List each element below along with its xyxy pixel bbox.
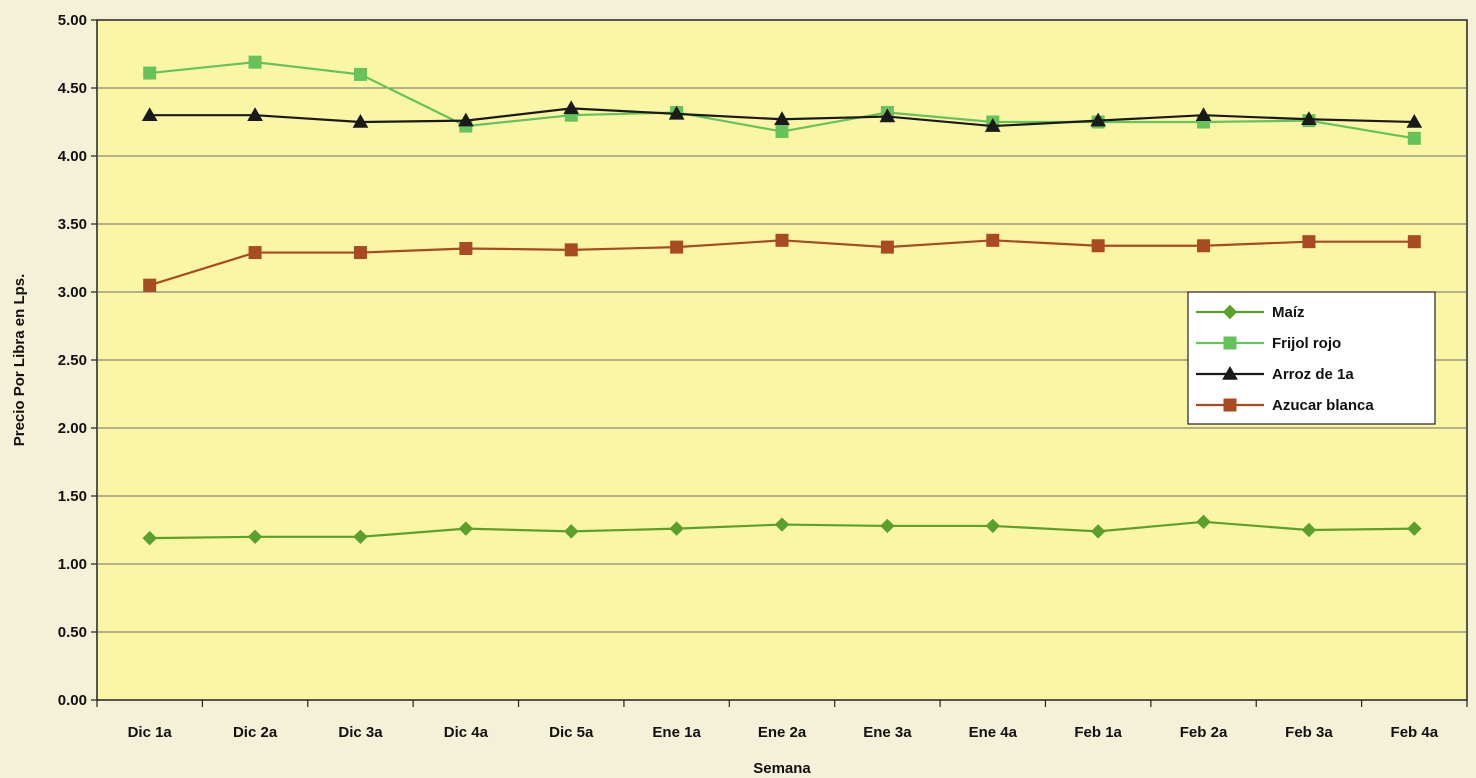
- data-point: [670, 240, 684, 254]
- data-point: [879, 108, 896, 123]
- legend: Maíz Frijol rojo Arroz de 1a Azucar blanca: [1187, 291, 1436, 425]
- legend-swatch-marker: [1223, 398, 1237, 412]
- legend-label: Arroz de 1a: [1272, 366, 1354, 383]
- x-axis-title: Semana: [753, 760, 811, 777]
- data-point: [668, 105, 685, 120]
- x-tick-label: Ene 1a: [652, 724, 701, 741]
- legend-item: Maíz: [1196, 304, 1305, 321]
- y-tick-label: 1.00: [58, 556, 87, 573]
- x-tick-label: Dic 3a: [338, 724, 383, 741]
- y-tick-label: 0.50: [58, 624, 87, 641]
- data-point: [1301, 111, 1317, 126]
- data-point: [774, 111, 790, 126]
- data-point: [1407, 131, 1421, 145]
- data-point: [1407, 235, 1421, 249]
- series-3: [143, 233, 1421, 292]
- y-axis-ticks: 0.00 0.50 1.00 1.50 2.00 2.50 3.00 3.50 4.00 4.50…: [58, 12, 97, 709]
- y-tick-label: 3.50: [58, 216, 87, 233]
- legend-items: Maíz Frijol rojo Arroz de 1a Azucar blanca: [1196, 304, 1374, 414]
- x-tick-label: Feb 4a: [1391, 724, 1439, 741]
- y-axis-title: Precio Por Libra en Lps.: [11, 274, 28, 447]
- x-tick-label: Dic 5a: [549, 724, 594, 741]
- data-point: [1406, 113, 1423, 128]
- data-point: [247, 107, 263, 121]
- x-tick-label: Feb 1a: [1074, 724, 1122, 741]
- data-point: [1407, 521, 1422, 536]
- data-point: [775, 233, 789, 247]
- data-point: [1091, 239, 1105, 253]
- legend-swatch-marker: [1222, 304, 1238, 320]
- data-point: [353, 529, 368, 545]
- series-0: [142, 514, 1422, 546]
- x-tick-label: Ene 2a: [758, 724, 807, 741]
- data-point: [143, 278, 157, 292]
- data-point: [1090, 524, 1106, 539]
- x-tick-label: Dic 4a: [444, 724, 489, 741]
- y-tick-label: 5.00: [58, 12, 87, 29]
- data-point: [986, 233, 1000, 247]
- data-point: [459, 241, 473, 255]
- data-point: [984, 118, 1001, 132]
- x-tick-label: Ene 4a: [969, 724, 1018, 741]
- data-point: [564, 243, 578, 257]
- data-point: [563, 100, 580, 115]
- data-point: [353, 67, 367, 81]
- legend-item: Frijol rojo: [1196, 335, 1341, 352]
- x-axis-ticks: Dic 1a Dic 2a Dic 3a Dic 4a Dic 5a Ene 1a Ene …: [96, 700, 1468, 741]
- data-point: [353, 246, 367, 260]
- data-point: [775, 125, 789, 139]
- legend-item: Azucar blanca: [1196, 397, 1374, 414]
- data-point: [1090, 112, 1107, 127]
- data-point: [248, 246, 262, 260]
- data-point: [143, 66, 157, 80]
- data-point: [564, 524, 579, 539]
- legend-swatch-marker: [1222, 365, 1238, 380]
- data-point: [247, 529, 263, 545]
- data-point: [458, 521, 474, 536]
- data-point: [1197, 239, 1211, 253]
- y-tick-label: 1.50: [58, 488, 87, 505]
- y-tick-label: 3.00: [58, 284, 87, 301]
- series-2: [141, 100, 1423, 132]
- data-point: [669, 521, 684, 536]
- data-point: [141, 107, 158, 121]
- data-point: [774, 517, 790, 532]
- data-point: [142, 530, 157, 546]
- data-point: [1302, 235, 1316, 249]
- data-point: [880, 240, 894, 254]
- data-point: [248, 55, 262, 69]
- data-point: [1301, 522, 1317, 538]
- data-point: [457, 112, 474, 127]
- legend-label: Maíz: [1272, 304, 1305, 321]
- legend-item: Arroz de 1a: [1196, 365, 1354, 383]
- x-tick-label: Dic 1a: [128, 724, 173, 741]
- x-tick-label: Dic 2a: [233, 724, 278, 741]
- legend-label: Azucar blanca: [1272, 397, 1374, 414]
- legend-swatch-marker: [1223, 336, 1237, 350]
- data-point: [985, 518, 1000, 534]
- y-tick-label: 4.00: [58, 148, 87, 165]
- series-layer: [141, 55, 1423, 546]
- y-tick-label: 4.50: [58, 80, 87, 97]
- data-point: [352, 113, 369, 128]
- legend-label: Frijol rojo: [1272, 335, 1341, 352]
- x-tick-label: Feb 3a: [1285, 724, 1333, 741]
- data-point: [1195, 107, 1212, 121]
- y-tick-label: 0.00: [58, 692, 87, 709]
- y-tick-label: 2.00: [58, 420, 87, 437]
- x-tick-label: Ene 3a: [863, 724, 912, 741]
- data-point: [880, 518, 895, 534]
- x-tick-label: Feb 2a: [1180, 724, 1228, 741]
- y-tick-label: 2.50: [58, 352, 87, 369]
- data-point: [1196, 514, 1211, 530]
